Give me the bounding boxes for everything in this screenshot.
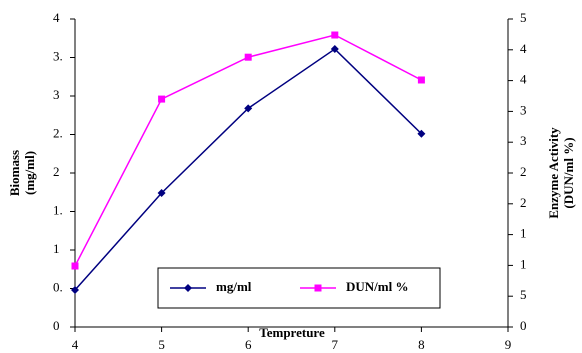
marker xyxy=(71,286,79,295)
x-tick-label: 6 xyxy=(245,337,252,352)
y2-tick-label: 4 xyxy=(520,41,527,56)
y-tick-label: 1. xyxy=(53,202,63,217)
marker xyxy=(330,45,339,54)
y2-tick-label: 5 xyxy=(520,287,527,302)
marker xyxy=(331,31,339,39)
x-axis-title: Tempreture xyxy=(259,325,325,340)
y-axis-title: (mg/ml) xyxy=(22,151,37,195)
y-tick-label: 4 xyxy=(53,10,60,25)
x-tick-label: 8 xyxy=(418,337,425,352)
y2-tick-label: 2 xyxy=(520,164,527,179)
y2-tick-label: 0 xyxy=(520,318,527,333)
y-tick-label: 2 xyxy=(53,164,60,179)
marker xyxy=(314,284,322,292)
y-tick-label: 2. xyxy=(53,125,63,140)
y2-tick-label: 5 xyxy=(520,10,527,25)
y2-tick-label: 1 xyxy=(520,256,527,271)
x-tick-label: 9 xyxy=(505,337,512,352)
y-tick-label: 0 xyxy=(53,318,60,333)
x-tick-label: 5 xyxy=(158,337,165,352)
y-tick-label: 3 xyxy=(53,87,60,102)
y2-tick-label: 1 xyxy=(520,226,527,241)
y2-tick-label: 3 xyxy=(520,133,527,148)
marker xyxy=(417,76,425,84)
y2-axis-title: Enzyme Activity xyxy=(546,127,561,219)
y-tick-label: 0. xyxy=(53,279,63,294)
x-tick-label: 7 xyxy=(332,337,339,352)
x-tick-label: 4 xyxy=(72,337,79,352)
legend-label: mg/ml xyxy=(216,279,252,294)
legend-label: DUN/ml % xyxy=(346,279,408,294)
marker xyxy=(157,189,166,198)
y2-tick-label: 3 xyxy=(520,102,527,117)
y-axis-title: Biomass xyxy=(7,150,22,196)
marker xyxy=(158,95,166,103)
y-tick-label: 1 xyxy=(53,241,60,256)
y-tick-label: 3. xyxy=(53,48,63,63)
marker xyxy=(184,284,192,292)
marker xyxy=(244,53,252,61)
y2-tick-label: 4 xyxy=(520,72,527,87)
y2-tick-label: 2 xyxy=(520,195,527,210)
marker xyxy=(71,262,79,270)
series-line xyxy=(74,48,422,291)
marker xyxy=(417,129,426,138)
marker xyxy=(244,104,253,113)
y2-axis-title: (DUN/ml %) xyxy=(561,137,576,208)
